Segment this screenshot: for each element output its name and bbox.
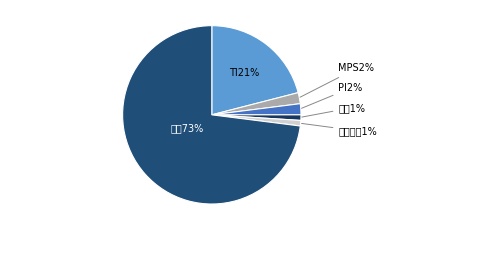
Text: 昂宝电子1%: 昂宝电子1% bbox=[301, 123, 377, 136]
Text: PI2%: PI2% bbox=[302, 83, 363, 108]
Wedge shape bbox=[122, 26, 300, 204]
Wedge shape bbox=[212, 104, 301, 115]
Wedge shape bbox=[212, 26, 298, 115]
Text: 其他73%: 其他73% bbox=[170, 123, 204, 133]
Wedge shape bbox=[212, 93, 300, 115]
Text: 矽力1%: 矽力1% bbox=[302, 103, 365, 117]
Text: MPS2%: MPS2% bbox=[300, 63, 374, 97]
Wedge shape bbox=[212, 115, 301, 126]
Wedge shape bbox=[212, 115, 301, 120]
Text: TI21%: TI21% bbox=[229, 68, 260, 78]
